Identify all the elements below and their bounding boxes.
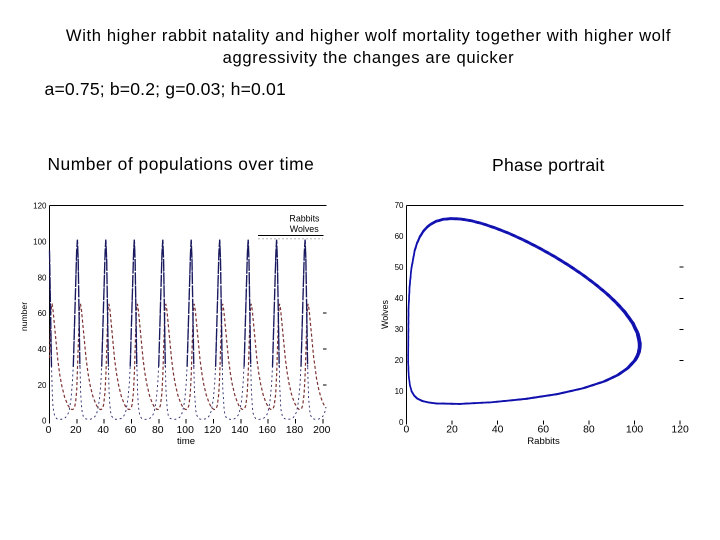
svg-text:10: 10 [395,387,404,396]
svg-text:40: 40 [395,294,404,303]
svg-text:20: 20 [70,425,82,436]
svg-text:40: 40 [97,425,109,436]
svg-text:60: 60 [395,232,404,241]
svg-text:120: 120 [671,425,689,436]
svg-text:140: 140 [231,425,249,436]
svg-text:50: 50 [395,263,404,272]
svg-text:Wolves: Wolves [380,299,390,328]
svg-text:60: 60 [538,425,550,436]
svg-text:200: 200 [313,425,331,436]
svg-text:Wolves: Wolves [290,224,319,234]
svg-text:80: 80 [152,425,164,436]
svg-text:0: 0 [399,418,404,427]
svg-text:20: 20 [38,381,47,390]
svg-text:20: 20 [446,425,458,436]
svg-text:120: 120 [204,425,222,436]
svg-text:160: 160 [259,425,277,436]
svg-text:40: 40 [492,425,504,436]
svg-text:40: 40 [38,345,47,354]
svg-text:30: 30 [395,325,404,334]
svg-text:60: 60 [125,425,137,436]
svg-text:0: 0 [46,425,52,436]
svg-text:180: 180 [286,425,304,436]
svg-text:Rabbits: Rabbits [289,214,320,224]
svg-text:100: 100 [626,425,644,436]
svg-text:120: 120 [33,202,47,211]
svg-text:80: 80 [583,425,595,436]
svg-text:100: 100 [33,237,47,246]
svg-text:80: 80 [38,273,47,282]
svg-text:Rabbits: Rabbits [527,436,560,447]
svg-text:0: 0 [42,417,47,426]
svg-text:60: 60 [38,309,47,318]
svg-text:100: 100 [177,425,195,436]
svg-text:70: 70 [395,201,404,210]
svg-text:time: time [177,436,195,447]
svg-text:number: number [19,302,29,331]
svg-text:20: 20 [395,356,404,365]
svg-text:0: 0 [404,425,410,436]
